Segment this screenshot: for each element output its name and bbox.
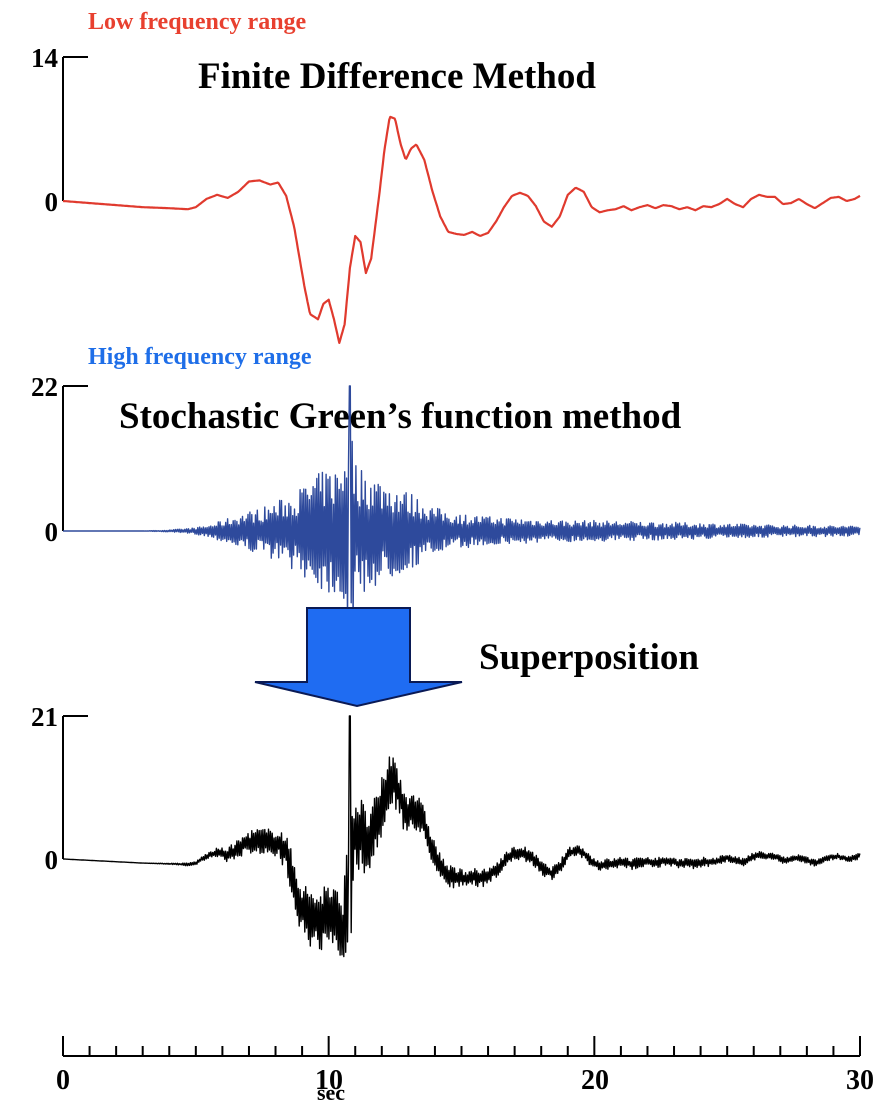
- panel2-range-label: High frequency range: [88, 344, 312, 370]
- panel3-y-tick-label-21: 21: [31, 702, 58, 732]
- panel1-y-tick-label-14: 14: [31, 43, 58, 73]
- time-tick-label-0: 0: [56, 1065, 70, 1096]
- panel2-y-tick-label-22: 22: [31, 372, 58, 402]
- time-tick-label-20: 20: [581, 1065, 609, 1096]
- panel2-method-title: Stochastic Green’s function method: [119, 396, 682, 437]
- panel1-method-title: Finite Difference Method: [198, 56, 596, 97]
- time-tick-label-30: 30: [846, 1065, 874, 1096]
- panel3-waveform: [63, 715, 861, 958]
- panel-high-frequency: High frequency range 22 0 Stochastic Gre…: [31, 344, 861, 624]
- panel2-y-tick-label-0: 0: [45, 517, 59, 547]
- superposition-arrow: Superposition: [254, 607, 699, 708]
- time-axis-unit-label: sec: [317, 1080, 345, 1102]
- superposition-label: Superposition: [479, 637, 699, 678]
- panel2-waveform: [63, 385, 861, 624]
- down-arrow-icon: [254, 607, 463, 708]
- panel-superposed: 21 0: [31, 702, 861, 958]
- panel3-y-tick-label-0: 0: [45, 845, 59, 875]
- panel1-waveform: [62, 115, 861, 344]
- time-axis: 0 10 20 30 sec: [56, 1036, 874, 1102]
- panel1-y-tick-label-0: 0: [45, 187, 59, 217]
- panel1-range-label: Low frequency range: [88, 9, 307, 35]
- panel-low-frequency: Low frequency range Finite Difference Me…: [31, 9, 861, 344]
- time-tick-label-10: 10: [315, 1065, 343, 1096]
